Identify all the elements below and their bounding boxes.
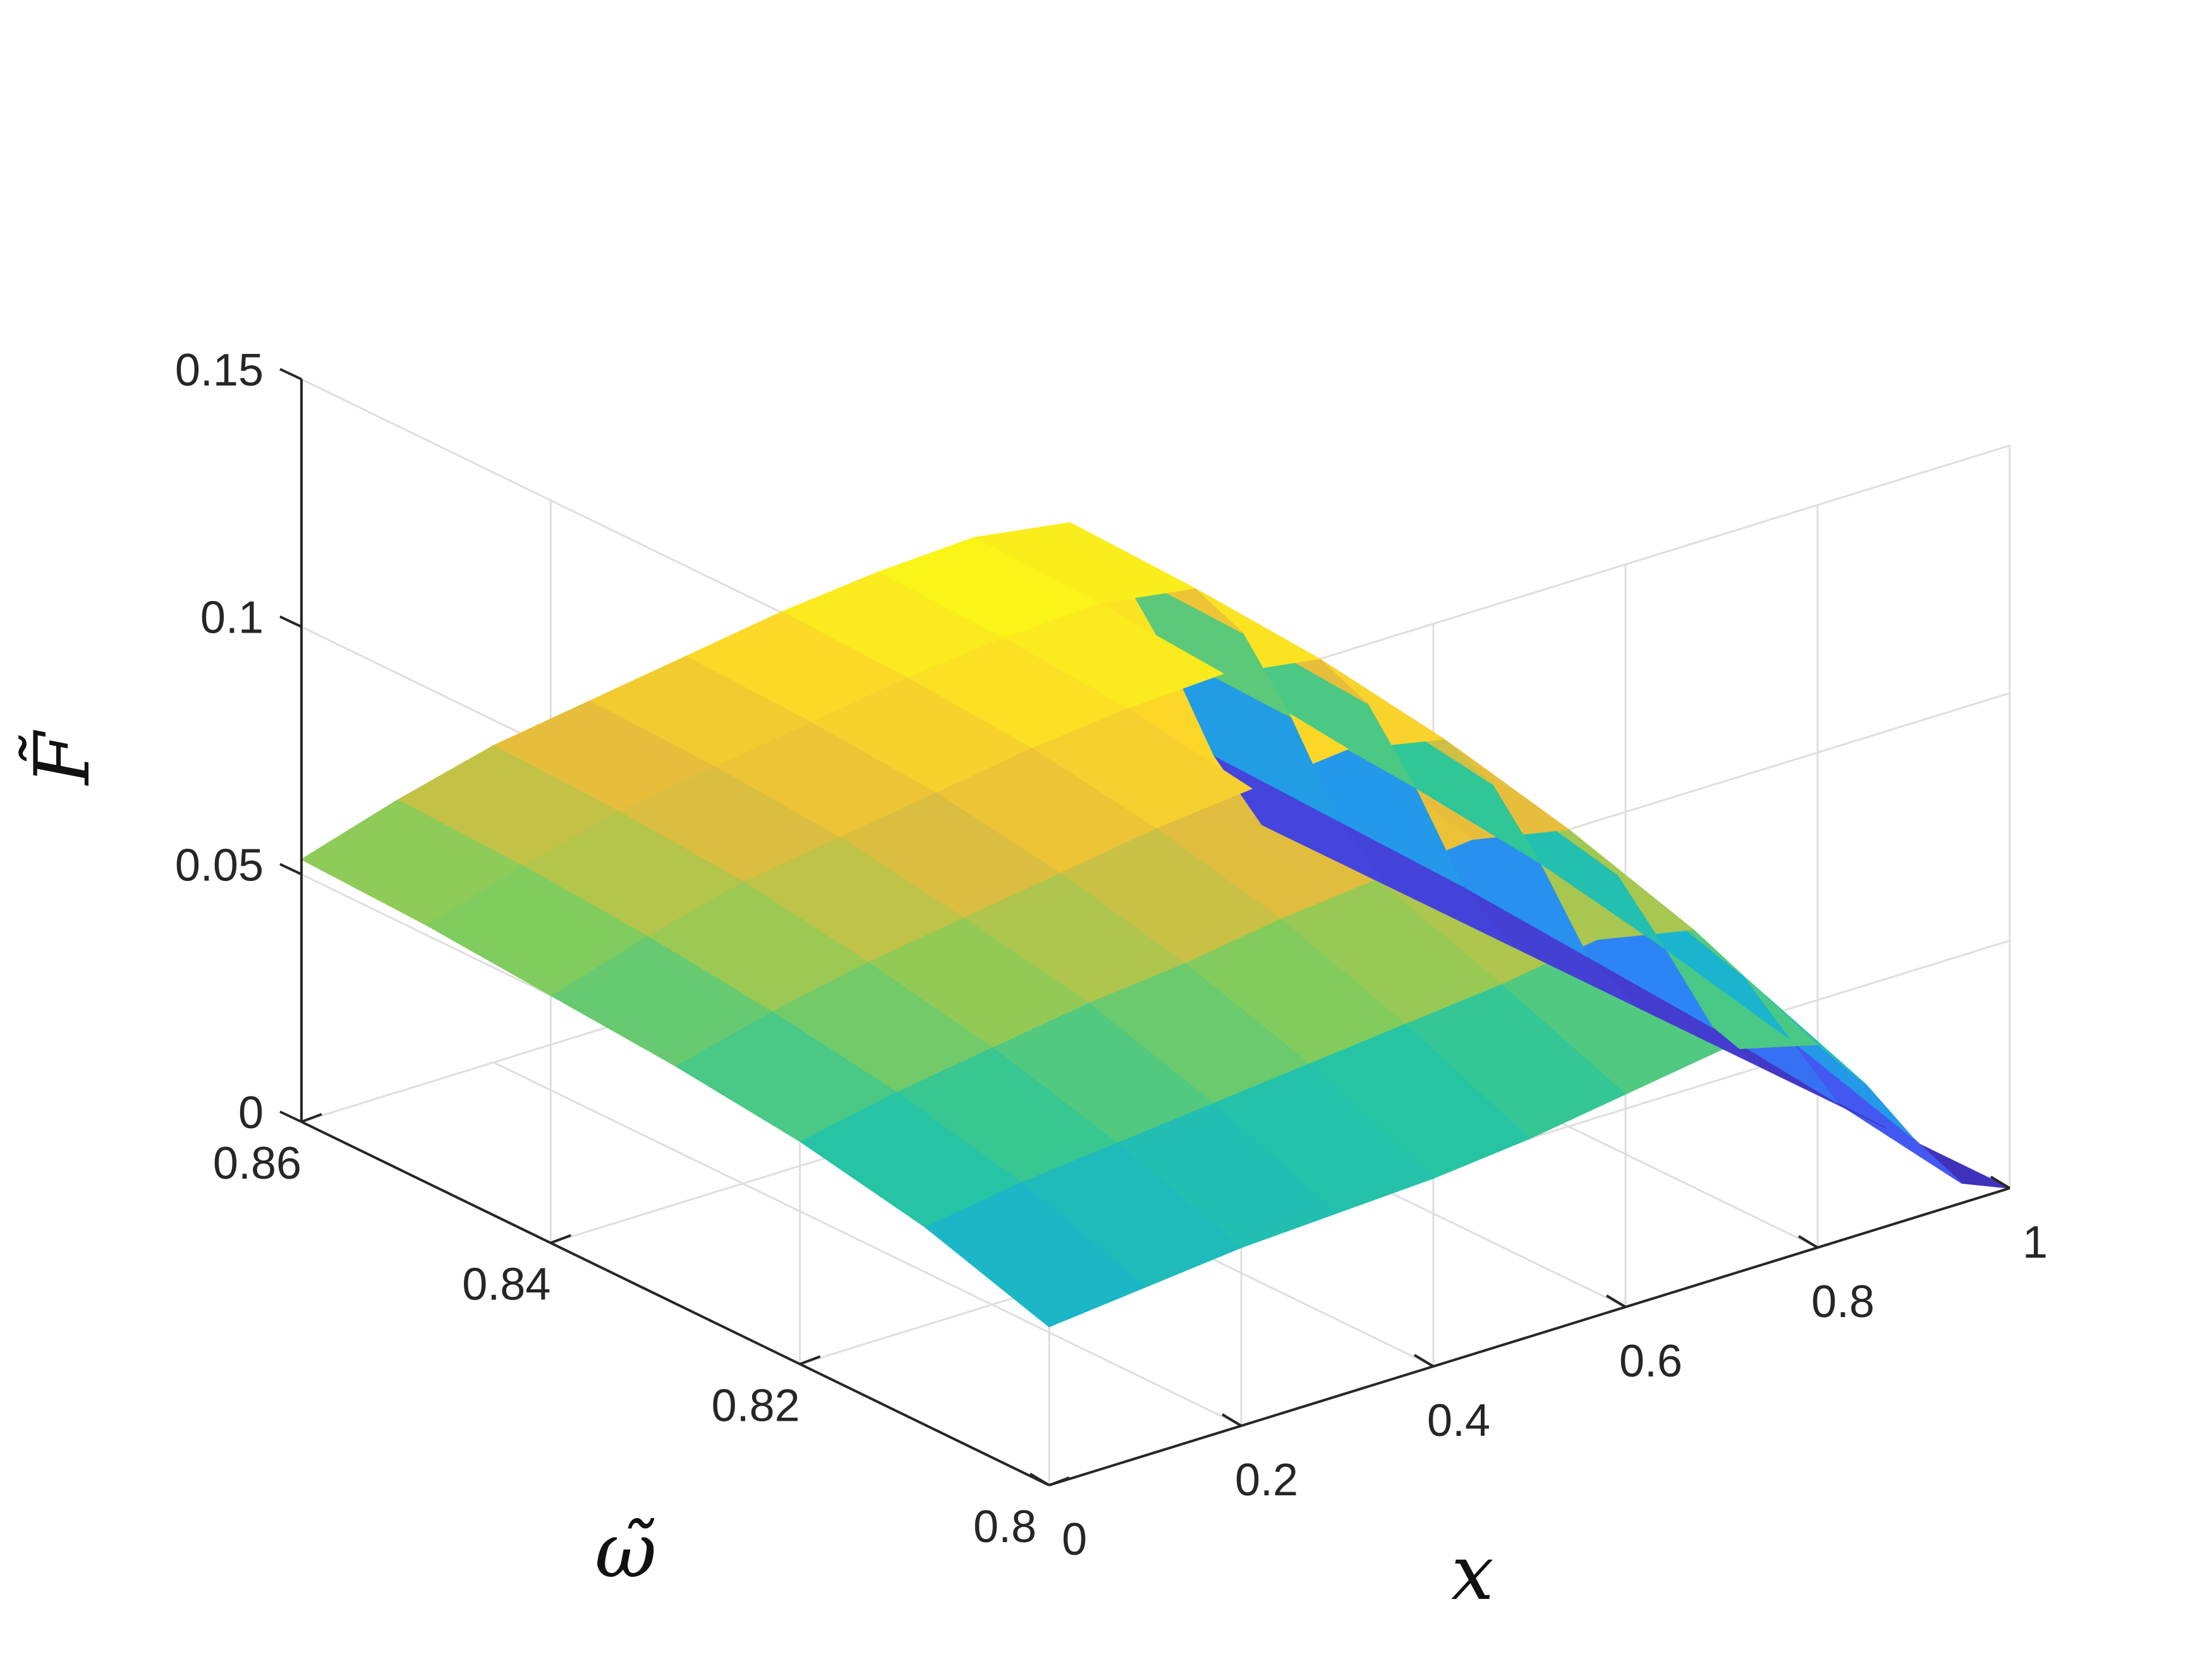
surface-patch (300, 799, 523, 926)
x-tick-label: 0.2 (1235, 1455, 1298, 1505)
grid-line (493, 1061, 1242, 1427)
omega-tick-mark (301, 1113, 322, 1123)
label-layer: x ω̃ F̃ (18, 730, 1494, 1617)
x-tick-mark (1413, 1354, 1435, 1368)
omega-axis-label: ω̃ (595, 1507, 657, 1595)
z-tick-label: 0.1 (200, 593, 264, 643)
axis-layer: 00.20.40.60.810.80.820.840.8600.050.10.1… (175, 345, 2048, 1565)
z-tick-label: 0.15 (175, 345, 264, 396)
x-axis-line (1048, 1187, 2010, 1486)
x-axis-label: x (1451, 1529, 1494, 1617)
omega-axis-line (301, 1121, 1050, 1486)
x-tick-mark (1029, 1473, 1050, 1486)
z-tick-mark (279, 1110, 302, 1123)
x-tick-mark (1605, 1294, 1627, 1308)
x-tick-mark (1797, 1235, 1819, 1249)
z-tick-mark (279, 615, 302, 628)
z-tick-label: 0.05 (175, 840, 264, 890)
omega-tick-label: 0.84 (462, 1260, 550, 1310)
z-tick-mark (279, 368, 302, 380)
omega-tick-label: 0.8 (973, 1502, 1036, 1552)
surface-patch (1789, 1038, 1962, 1184)
z-tick-mark (279, 863, 302, 876)
x-tick-label: 1 (2022, 1217, 2048, 1268)
omega-tick-label: 0.86 (213, 1138, 301, 1189)
omega-tick-mark (550, 1234, 572, 1244)
surface-layer (300, 522, 2010, 1328)
x-tick-label: 0 (1062, 1514, 1087, 1565)
z-tick-label: 0 (238, 1088, 264, 1138)
x-tick-label: 0.8 (1811, 1277, 1875, 1327)
x-tick-mark (1221, 1413, 1243, 1427)
omega-tick-label: 0.82 (712, 1380, 800, 1431)
omega-tick-mark (799, 1355, 821, 1366)
x-tick-label: 0.6 (1619, 1336, 1682, 1387)
x-tick-label: 0.4 (1427, 1395, 1490, 1446)
f-axis-label: F̃ (18, 730, 107, 786)
x-tick-mark (1990, 1176, 2011, 1189)
omega-tick-mark (1048, 1476, 1070, 1486)
